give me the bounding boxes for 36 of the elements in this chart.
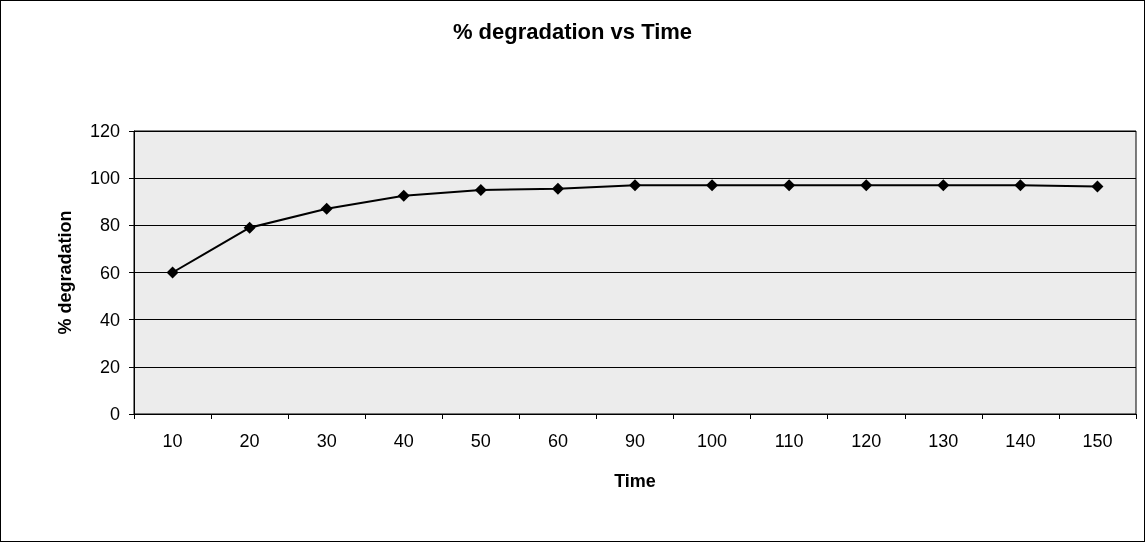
y-tick-label: 120 — [89, 121, 120, 141]
chart-title: % degradation vs Time — [452, 18, 693, 44]
point — [937, 179, 950, 192]
y-tick-label: 0 — [109, 404, 120, 424]
point — [1091, 180, 1104, 193]
point — [397, 189, 410, 202]
x-tick-label: 140 — [1005, 431, 1036, 451]
point — [783, 179, 796, 192]
x-tick-label: 150 — [1082, 431, 1113, 451]
point — [629, 179, 641, 192]
point — [474, 183, 487, 196]
x-tick-label: 40 — [393, 431, 414, 451]
x-tick-label: 90 — [624, 431, 646, 451]
x-axis-title: Time — [614, 471, 656, 491]
point — [860, 179, 873, 192]
y-tick-label: 40 — [99, 309, 120, 330]
point — [1014, 179, 1027, 192]
y-axis-title: % degradation — [55, 210, 75, 335]
y-tick-label: 20 — [99, 356, 120, 377]
y-tick-label: 60 — [99, 262, 120, 283]
x-tick-label: 130 — [928, 431, 959, 451]
y-tick-label: 100 — [89, 168, 120, 189]
x-tick-label: 20 — [239, 431, 260, 451]
point — [706, 179, 719, 192]
x-tick-label: 50 — [470, 431, 491, 451]
point — [551, 182, 564, 195]
x-tick-label: 120 — [851, 431, 882, 451]
x-tick-label: 60 — [547, 431, 568, 451]
point — [166, 266, 179, 279]
y-tick-label: 80 — [99, 215, 120, 236]
point — [320, 202, 333, 215]
x-tick-label: 100 — [697, 431, 728, 451]
x-tick-label: 110 — [774, 431, 804, 451]
point — [243, 221, 256, 234]
x-tick-label: 10 — [162, 431, 183, 451]
x-tick-label: 30 — [316, 431, 337, 451]
